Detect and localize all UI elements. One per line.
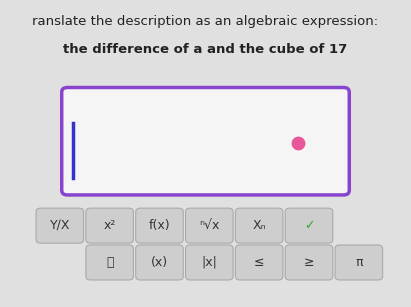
FancyBboxPatch shape [236,245,283,280]
Text: ≤: ≤ [254,256,264,269]
FancyBboxPatch shape [86,208,134,243]
FancyBboxPatch shape [36,208,83,243]
Text: ranslate the description as an algebraic expression:: ranslate the description as an algebraic… [32,15,379,28]
Point [294,140,301,145]
FancyBboxPatch shape [136,245,183,280]
Text: ⁿ√x: ⁿ√x [199,219,219,232]
FancyBboxPatch shape [285,208,333,243]
Text: 🗑: 🗑 [106,256,113,269]
Text: ≥: ≥ [304,256,314,269]
Text: Xₙ: Xₙ [252,219,266,232]
FancyBboxPatch shape [86,245,134,280]
Text: Y∕X: Y∕X [50,219,70,232]
FancyBboxPatch shape [62,87,349,195]
Text: (x): (x) [151,256,168,269]
FancyBboxPatch shape [335,245,383,280]
Text: the difference of a and the cube of 17: the difference of a and the cube of 17 [63,43,348,56]
Text: x²: x² [104,219,116,232]
FancyBboxPatch shape [185,208,233,243]
FancyBboxPatch shape [136,208,183,243]
Text: ✓: ✓ [304,219,314,232]
FancyBboxPatch shape [236,208,283,243]
Text: f(x): f(x) [149,219,170,232]
FancyBboxPatch shape [285,245,333,280]
Text: π: π [355,256,363,269]
Text: |x|: |x| [201,256,217,269]
FancyBboxPatch shape [185,245,233,280]
